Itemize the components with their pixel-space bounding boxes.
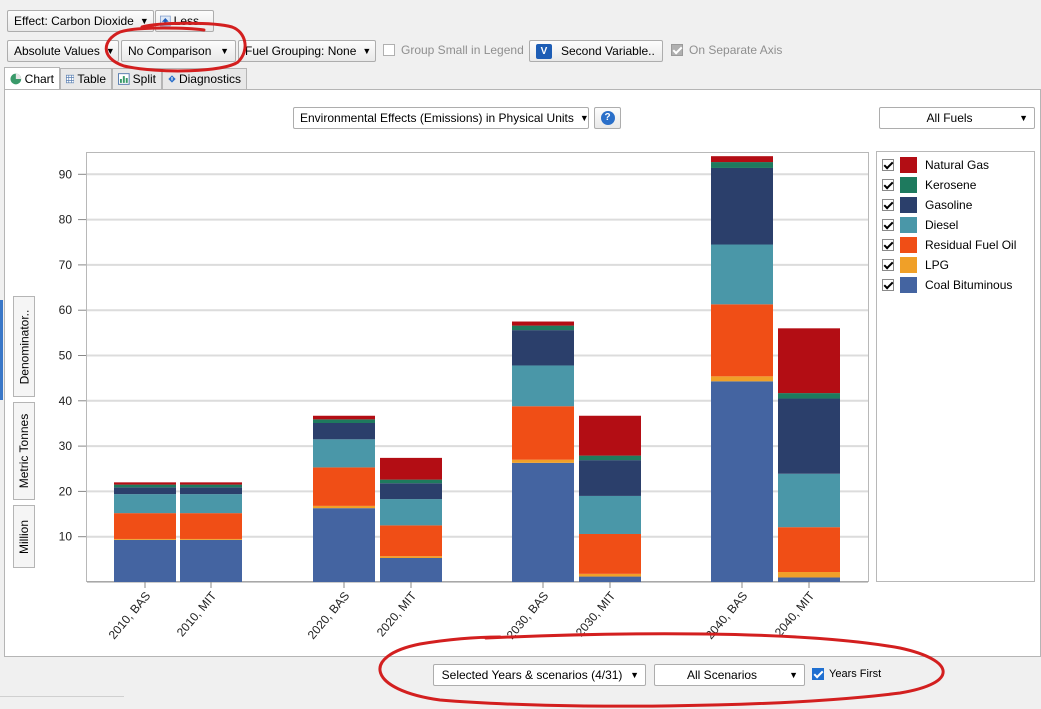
legend-swatch	[900, 257, 917, 273]
help-button[interactable]: ?	[594, 107, 621, 129]
group-small-checkbox[interactable]: Group Small in Legend	[383, 43, 524, 57]
effect-select[interactable]: Effect: Carbon Dioxide ▼	[7, 10, 154, 32]
less-button[interactable]: Less...	[155, 10, 214, 32]
fuel-grouping-select[interactable]: Fuel Grouping: None ▼	[238, 40, 376, 62]
units-select-label: Environmental Effects (Emissions) in Phy…	[300, 111, 574, 125]
chevron-down-icon: ▼	[630, 670, 639, 680]
legend-label: LPG	[925, 258, 950, 272]
legend-checkbox[interactable]	[882, 259, 894, 271]
absolute-values-label: Absolute Values	[14, 44, 100, 58]
status-bar-divider	[0, 696, 124, 697]
tab-split[interactable]: Split	[112, 68, 162, 89]
years-first-box[interactable]	[812, 668, 824, 680]
legend-item[interactable]: Coal Bituminous	[882, 276, 1012, 294]
denominator-tab[interactable]: Denominator..	[13, 296, 35, 397]
chevron-down-icon: ▼	[579, 113, 589, 123]
legend-item[interactable]: Natural Gas	[882, 156, 989, 174]
legend-item[interactable]: LPG	[882, 256, 949, 274]
tab-chart-label: Chart	[24, 72, 54, 86]
legend-item[interactable]: Gasoline	[882, 196, 972, 214]
years-first-checkbox[interactable]: Years First	[812, 668, 881, 680]
tab-diagnostics-label: Diagnostics	[178, 72, 241, 86]
tab-table-label: Table	[77, 72, 106, 86]
separate-axis-checkbox[interactable]: On Separate Axis	[671, 43, 782, 57]
absolute-values-select[interactable]: Absolute Values ▼	[7, 40, 119, 62]
legend-checkbox[interactable]	[882, 239, 894, 251]
comparison-select[interactable]: No Comparison ▼	[121, 40, 236, 62]
chevron-down-icon: ▼	[362, 46, 372, 56]
fuel-grouping-label: Fuel Grouping: None	[245, 44, 357, 58]
comparison-label: No Comparison	[128, 44, 212, 58]
scenarios-label: All Scenarios	[687, 668, 758, 682]
legend-item[interactable]: Diesel	[882, 216, 958, 234]
chevron-down-icon: ▼	[789, 670, 798, 680]
years-scenarios-label: Selected Years & scenarios (4/31)	[441, 668, 623, 682]
units-label: Metric Tonnes	[17, 413, 32, 489]
tab-diagnostics[interactable]: Diagnostics	[162, 68, 247, 89]
legend-checkbox[interactable]	[882, 179, 894, 191]
units-select[interactable]: Environmental Effects (Emissions) in Phy…	[293, 107, 589, 129]
plot-area	[86, 152, 869, 582]
legend-swatch	[900, 217, 917, 233]
legend-checkbox[interactable]	[882, 199, 894, 211]
units-tab[interactable]: Metric Tonnes	[13, 402, 35, 500]
chevron-down-icon: ▼	[139, 16, 149, 26]
years-first-label: Years First	[829, 668, 882, 680]
chart-tab-icon	[10, 73, 22, 85]
years-scenarios-select[interactable]: Selected Years & scenarios (4/31) ▼	[433, 664, 646, 686]
variable-icon: V	[536, 43, 552, 59]
legend-item[interactable]: Residual Fuel Oil	[882, 236, 1016, 254]
table-tab-icon	[66, 74, 75, 84]
scenarios-select[interactable]: All Scenarios ▼	[654, 664, 805, 686]
legend-label: Gasoline	[925, 198, 973, 212]
chevron-down-icon: ▼	[105, 46, 115, 56]
legend-checkbox[interactable]	[882, 159, 894, 171]
legend-swatch	[900, 237, 917, 253]
legend-label: Diesel	[925, 218, 959, 232]
fuels-select-label: All Fuels	[926, 111, 973, 125]
legend-swatch	[900, 197, 917, 213]
separate-axis-box[interactable]	[671, 44, 683, 56]
split-tab-icon	[118, 73, 130, 85]
left-edge-marker	[0, 300, 3, 400]
less-button-label: Less...	[173, 14, 209, 28]
help-icon: ?	[600, 111, 615, 125]
legend-label: Residual Fuel Oil	[925, 238, 1017, 252]
tab-chart[interactable]: Chart	[4, 67, 60, 90]
diagnostics-tab-icon	[168, 75, 176, 83]
second-variable-button[interactable]: V Second Variable..	[529, 40, 663, 62]
legend-swatch	[900, 157, 917, 173]
legend-checkbox[interactable]	[882, 279, 894, 291]
legend-checkbox[interactable]	[882, 219, 894, 231]
scale-label: Million	[17, 519, 32, 554]
legend-item[interactable]: Kerosene	[882, 176, 976, 194]
group-small-box[interactable]	[383, 44, 395, 56]
denominator-label: Denominator..	[17, 309, 31, 384]
tab-table[interactable]: Table	[60, 68, 112, 89]
legend-label: Natural Gas	[925, 158, 990, 172]
chart-legend: Natural Gas Kerosene Gasoline Diesel Residua…	[876, 151, 1035, 582]
legend-swatch	[900, 277, 917, 293]
legend-swatch	[900, 177, 917, 193]
second-variable-label: Second Variable..	[561, 44, 655, 58]
fuels-select[interactable]: All Fuels ▼	[879, 107, 1035, 129]
legend-label: Coal Bituminous	[925, 278, 1013, 292]
legend-label: Kerosene	[925, 178, 977, 192]
tab-split-label: Split	[132, 72, 156, 86]
up-arrow-icon	[160, 15, 171, 27]
effect-select-label: Effect: Carbon Dioxide	[14, 14, 134, 28]
separate-axis-label: On Separate Axis	[689, 43, 783, 57]
group-small-label: Group Small in Legend	[401, 43, 524, 57]
chevron-down-icon: ▼	[1019, 113, 1028, 123]
chevron-down-icon: ▼	[220, 46, 229, 56]
scale-tab[interactable]: Million	[13, 505, 35, 568]
